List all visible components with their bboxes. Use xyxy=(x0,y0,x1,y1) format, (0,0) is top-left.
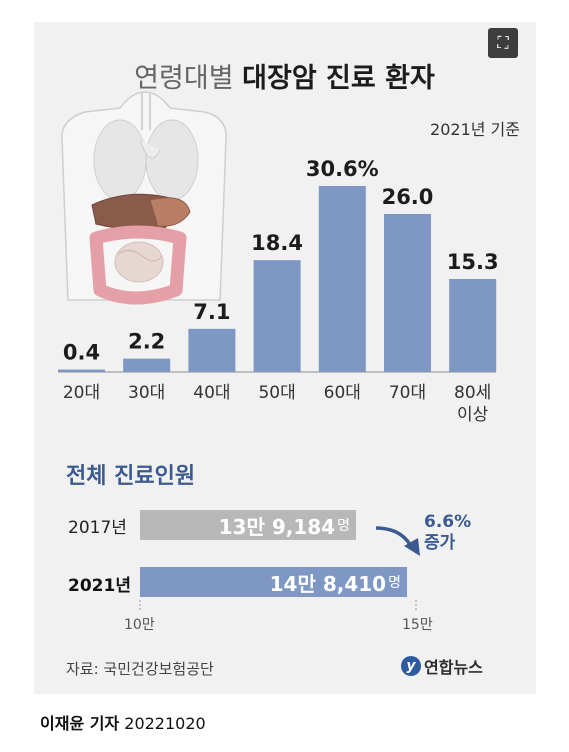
bar-4 xyxy=(318,186,366,372)
bar-value-label-2: 7.1 xyxy=(193,300,230,324)
bar-3 xyxy=(253,260,301,372)
total-unit-2021: 명 xyxy=(388,575,401,591)
logo-text: 연합뉴스 xyxy=(424,658,483,677)
bar-5 xyxy=(384,213,431,372)
increase-label: 증가 xyxy=(424,533,456,553)
anatomy-illustration xyxy=(61,91,227,305)
axis-tick-10man: 10만 xyxy=(124,617,155,633)
bar-6 xyxy=(449,279,497,372)
bar-value-label-4: 30.6% xyxy=(306,157,379,181)
title-light: 연령대별 xyxy=(134,63,234,94)
category-label-6-1: 이상 xyxy=(457,405,489,425)
category-label-6-0: 80세 xyxy=(454,383,491,403)
category-label-1: 30대 xyxy=(128,383,165,403)
year-label-2017: 2017년 xyxy=(68,518,127,538)
bar-0 xyxy=(58,369,105,372)
byline-date: 20221020 xyxy=(124,714,206,733)
yonhap-logo: y 연합뉴스 xyxy=(401,654,483,678)
title-bold: 대장암 진료 환자 xyxy=(242,63,435,94)
total-value-2017: 13만 9,184 xyxy=(218,514,336,539)
bar-value-label-0: 0.4 xyxy=(63,341,100,365)
bar-value-label-5: 26.0 xyxy=(382,185,434,209)
basis-note: 2021년 기준 xyxy=(430,120,520,139)
byline-name: 이재윤 기자 xyxy=(40,714,120,733)
bar-value-label-6: 15.3 xyxy=(447,250,499,274)
total-value-2021: 14만 8,410 xyxy=(269,571,387,596)
total-unit-2017: 명 xyxy=(337,518,350,534)
byline: 이재윤 기자 20221020 xyxy=(40,710,206,734)
year-label-2021: 2021년 xyxy=(68,576,131,596)
increase-value: 6.6% xyxy=(424,512,472,532)
bar-1 xyxy=(123,358,171,372)
source-note: 자료: 국민건강보험공단 xyxy=(66,660,214,678)
expand-icon[interactable]: ⛶ xyxy=(488,28,518,58)
category-label-3: 50대 xyxy=(258,383,295,403)
bar-value-label-1: 2.2 xyxy=(128,330,165,354)
category-label-4: 60대 xyxy=(324,383,361,403)
totals-section-title: 전체 진료인원 xyxy=(66,464,196,489)
category-label-0: 20대 xyxy=(63,383,100,403)
bar-2 xyxy=(188,328,236,372)
category-label-5: 70대 xyxy=(389,383,426,403)
total-bar-2017: 13만 9,184 명 xyxy=(140,510,356,540)
chart-title: 연령대별 대장암 진료 환자 xyxy=(0,56,569,95)
yonhap-logo-mark: y xyxy=(401,656,421,676)
bar-value-label-3: 18.4 xyxy=(251,231,303,255)
axis-tick-15man: 15만 xyxy=(402,617,433,633)
increase-annotation: 6.6% 증가 xyxy=(424,512,471,554)
category-label-2: 40대 xyxy=(193,383,230,403)
total-bar-2021: 14만 8,410 명 xyxy=(140,567,407,597)
